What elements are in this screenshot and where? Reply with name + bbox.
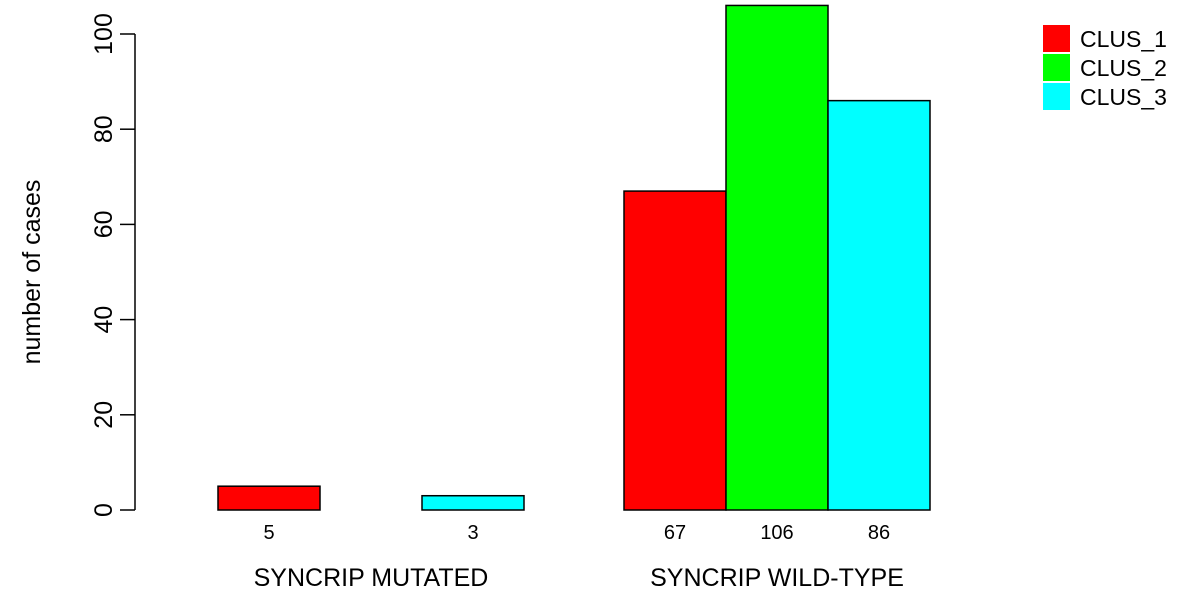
legend: CLUS_1 CLUS_2 CLUS_3 xyxy=(1043,25,1167,110)
legend-swatch xyxy=(1043,25,1070,52)
value-labels: 5 3 67 106 86 xyxy=(263,522,890,544)
bar-syncrip-wild-type-clus_1 xyxy=(623,190,727,511)
bar-syncrip-wild-type-clus_2 xyxy=(725,4,829,511)
y-tick-label: 0 xyxy=(90,503,118,517)
x-group-label: SYNCRIP MUTATED xyxy=(254,564,489,592)
legend-label: CLUS_2 xyxy=(1080,55,1167,81)
y-tick-label: 80 xyxy=(90,115,118,143)
x-group-label: SYNCRIP WILD-TYPE xyxy=(650,564,904,592)
y-axis: 0 20 40 60 80 100 xyxy=(90,13,136,517)
y-axis-label: number of cases xyxy=(18,180,46,365)
y-tick-label: 20 xyxy=(90,401,118,429)
legend-swatch xyxy=(1043,83,1070,110)
bar-syncrip-mutated-clus_3 xyxy=(421,494,525,511)
y-tick-label: 100 xyxy=(90,13,118,55)
bar-value-label: 67 xyxy=(664,522,686,544)
bar-value-label: 106 xyxy=(760,522,793,544)
bar-syncrip-mutated-clus_1 xyxy=(217,485,321,511)
group-labels: SYNCRIP MUTATED SYNCRIP WILD-TYPE xyxy=(254,564,904,592)
legend-label: CLUS_1 xyxy=(1080,26,1167,52)
legend-label: CLUS_3 xyxy=(1080,84,1167,110)
bar-syncrip-wild-type-clus_3 xyxy=(827,99,931,511)
bar-value-label: 86 xyxy=(868,522,890,544)
bar-value-label: 5 xyxy=(263,522,274,544)
bar-value-label: 3 xyxy=(467,522,478,544)
bars xyxy=(217,4,931,511)
legend-swatch xyxy=(1043,54,1070,81)
y-tick-label: 40 xyxy=(90,306,118,334)
y-tick-label: 60 xyxy=(90,210,118,238)
